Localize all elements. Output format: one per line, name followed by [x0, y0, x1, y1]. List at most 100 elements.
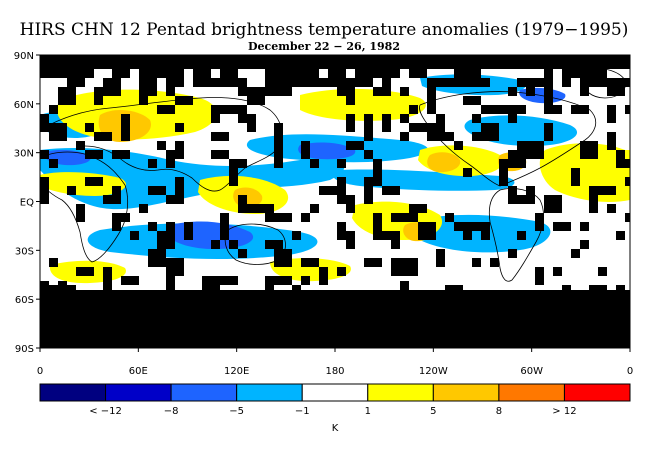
missing-data-cell	[409, 69, 418, 78]
missing-data-cell	[580, 290, 589, 299]
missing-data-cell	[148, 222, 157, 231]
missing-data-cell	[301, 276, 310, 285]
missing-data-cell	[607, 186, 616, 195]
strong-warm-patch-mexico	[427, 152, 461, 173]
missing-data-cell	[265, 276, 274, 285]
map-title: HIRS CHN 12 Pentad brightness temperatur…	[19, 20, 629, 40]
missing-data-cell	[121, 276, 139, 285]
missing-data-north-polar	[40, 55, 630, 69]
missing-data-cell	[85, 69, 94, 78]
missing-data-cell	[427, 87, 436, 105]
missing-data-cell	[409, 258, 418, 276]
missing-data-cell	[67, 69, 76, 78]
missing-data-cell	[337, 69, 346, 78]
missing-data-cell	[103, 78, 112, 87]
missing-data-cell	[166, 258, 184, 276]
map-panel	[40, 55, 630, 348]
missing-data-cell	[490, 290, 499, 299]
colorbar-tick-label: 8	[496, 406, 502, 417]
missing-data-cell	[202, 276, 220, 294]
missing-data-cell	[346, 204, 355, 213]
missing-data-cell	[346, 96, 355, 105]
missing-data-cell	[328, 69, 337, 78]
missing-data-cell	[175, 69, 184, 78]
missing-data-cell	[85, 123, 94, 132]
colorbar-segment	[105, 383, 172, 402]
lat-label: 30S	[15, 246, 34, 257]
missing-data-cell	[481, 123, 490, 141]
missing-data-cell	[175, 78, 184, 87]
map-subtitle: December 22 − 26, 1982	[248, 40, 400, 53]
missing-data-cell	[337, 177, 346, 186]
coastline-africa	[40, 151, 129, 263]
missing-data-cell	[76, 69, 85, 78]
missing-data-cell	[346, 231, 355, 249]
missing-data-cell	[382, 114, 391, 132]
missing-data-cell	[571, 168, 580, 186]
missing-data-cell	[139, 96, 148, 105]
missing-data-cell	[157, 105, 175, 114]
missing-data-cell	[490, 258, 499, 267]
missing-data-cell	[274, 258, 292, 267]
missing-data-cell	[247, 96, 265, 105]
missing-data-cell	[211, 105, 229, 114]
missing-data-cell	[436, 78, 445, 87]
lat-label: 30N	[14, 149, 34, 160]
missing-data-cell	[508, 114, 517, 123]
missing-data-cell	[364, 114, 373, 132]
missing-data-cell	[229, 105, 247, 114]
missing-data-blocks	[40, 69, 630, 308]
missing-data-cell	[526, 186, 535, 204]
missing-data-cell	[211, 132, 229, 141]
missing-data-cell	[229, 240, 238, 249]
missing-data-cell	[454, 69, 463, 78]
missing-data-cell	[184, 96, 193, 105]
missing-data-cell	[517, 195, 526, 204]
colorbar-tick-label: −1	[295, 406, 310, 417]
colorbar-segment	[301, 383, 369, 402]
missing-data-cell	[112, 186, 121, 195]
missing-data-cell	[301, 258, 319, 267]
missing-data-cell	[346, 290, 355, 299]
missing-data-cell	[148, 186, 166, 195]
missing-data-cell	[157, 141, 166, 150]
missing-data-cell	[445, 132, 454, 141]
missing-data-cell	[508, 150, 526, 168]
coastlines	[40, 68, 630, 311]
missing-data-cell	[238, 159, 247, 168]
missing-data-cell	[121, 299, 130, 308]
missing-data-cell	[616, 299, 625, 308]
missing-data-cell	[310, 299, 319, 308]
missing-data-cell	[76, 299, 85, 308]
missing-data-cell	[301, 78, 310, 87]
missing-data-cell	[580, 78, 589, 96]
missing-data-cell	[607, 204, 616, 213]
missing-data-cell	[481, 105, 499, 114]
missing-data-cell	[427, 105, 436, 114]
missing-data-cell	[553, 222, 571, 231]
missing-data-cell	[49, 258, 58, 267]
cold-patch-south-atlantic	[409, 214, 551, 253]
missing-data-cell	[625, 213, 630, 222]
missing-data-cell	[346, 141, 364, 150]
coastline-north-america	[419, 91, 597, 187]
missing-data-cell	[148, 249, 166, 267]
missing-data-cell	[508, 186, 517, 204]
missing-data-cell	[76, 267, 94, 276]
missing-data-cell	[364, 258, 373, 267]
missing-data-cell	[175, 177, 184, 186]
missing-data-cell	[49, 285, 58, 294]
missing-data-cell	[319, 78, 337, 87]
missing-data-cell	[274, 299, 283, 308]
missing-data-cell	[445, 213, 454, 222]
missing-data-cell	[229, 159, 238, 177]
missing-data-cell	[364, 177, 382, 186]
missing-data-cell	[274, 213, 292, 222]
missing-data-cell	[625, 177, 630, 186]
missing-data-cell	[103, 87, 121, 96]
missing-data-cell	[535, 78, 544, 87]
colorbar-segment	[236, 383, 303, 402]
missing-data-cell	[391, 69, 400, 78]
missing-data-cell	[130, 231, 139, 240]
missing-data-cell	[535, 267, 544, 285]
